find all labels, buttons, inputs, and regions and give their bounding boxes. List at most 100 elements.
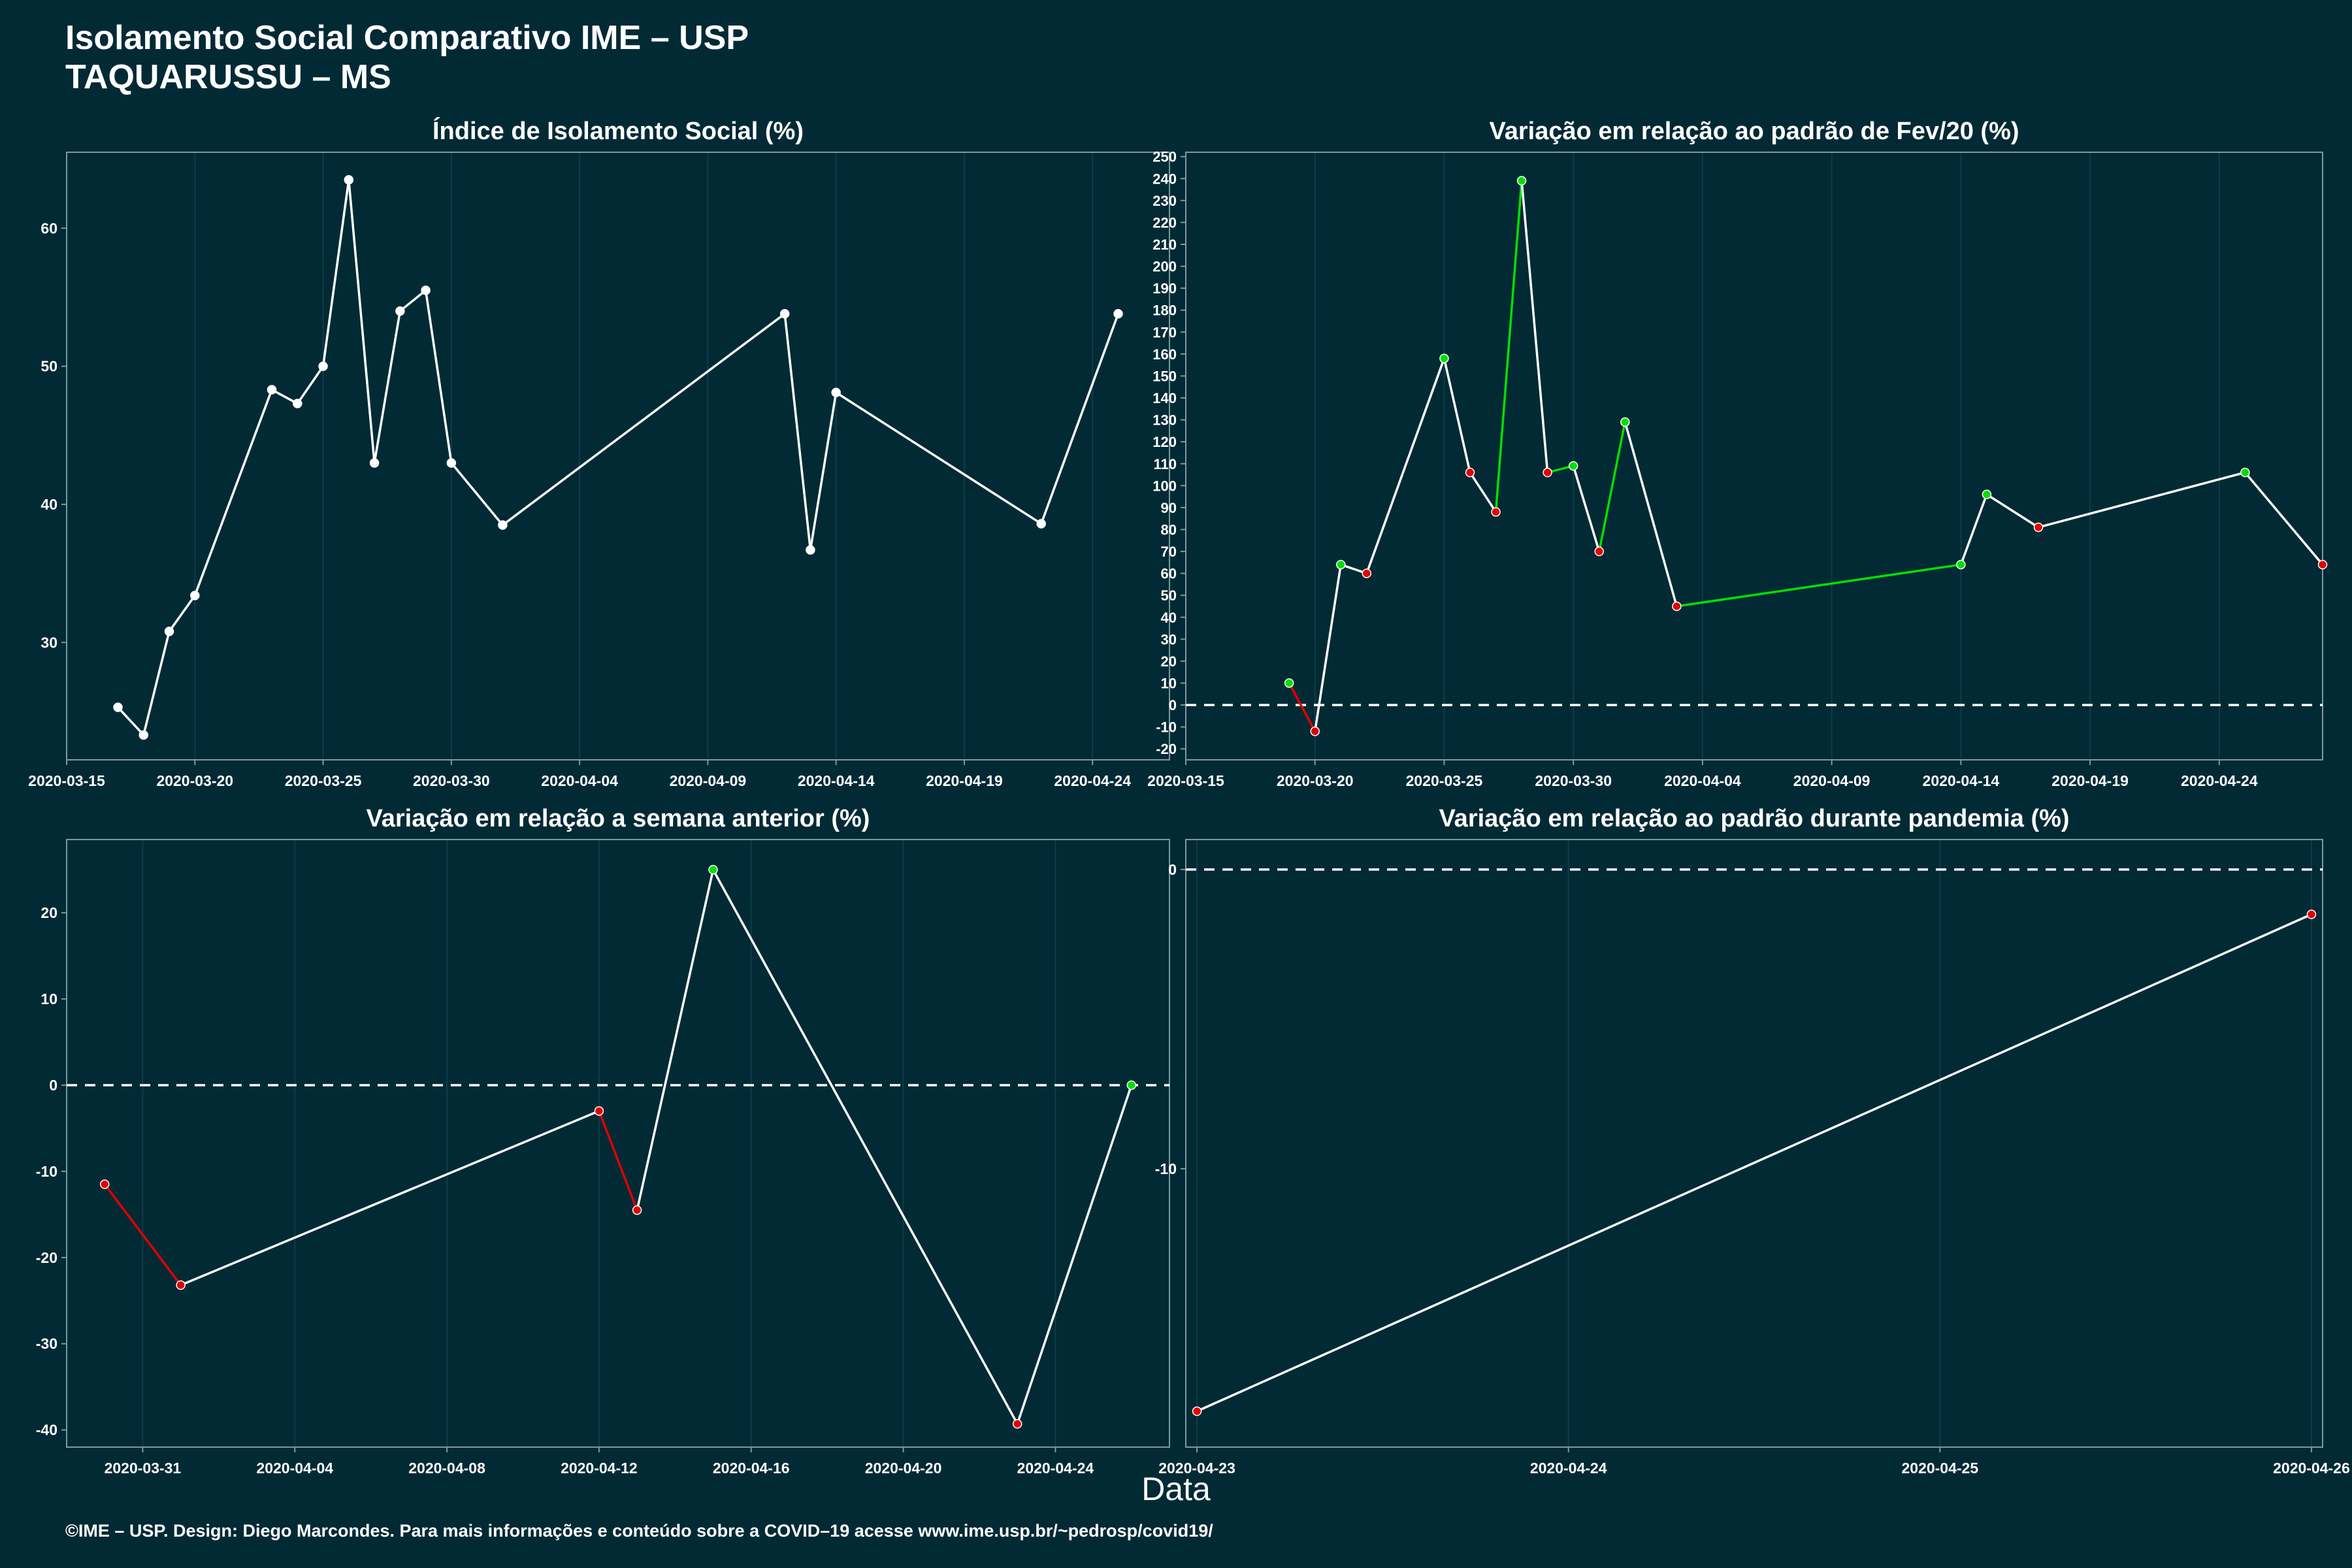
data-point <box>164 627 174 636</box>
y-tick-label: 50 <box>1161 587 1177 604</box>
y-tick-label: 120 <box>1152 434 1177 450</box>
x-tick-label: 2020-03-20 <box>156 772 233 789</box>
data-point <box>190 591 200 600</box>
series-segment <box>636 869 715 1211</box>
series-segment <box>1676 563 1961 608</box>
x-tick-label: 2020-03-15 <box>28 772 105 789</box>
series-segment <box>321 180 350 367</box>
x-tick-label: 2020-04-04 <box>1664 772 1741 789</box>
y-tick-label: 60 <box>1161 566 1177 582</box>
x-tick-label: 2020-04-14 <box>1923 772 2000 789</box>
x-tick-label: 2020-04-04 <box>256 1460 333 1477</box>
x-tick-label: 2020-04-26 <box>2273 1460 2350 1477</box>
y-tick-label: -10 <box>1155 1160 1177 1177</box>
y-tick-label: 50 <box>41 358 57 375</box>
series-segment <box>1196 913 2312 1413</box>
y-tick-label: 30 <box>1161 631 1177 647</box>
y-tick-label: 230 <box>1152 193 1177 209</box>
panel-4-frame <box>1185 839 2323 1448</box>
page-title: Isolamento Social Comparativo IME – USP <box>65 19 749 57</box>
x-tick-label: 2020-03-30 <box>1535 772 1612 789</box>
y-tick-label: -10 <box>36 1163 57 1180</box>
y-tick-label: 10 <box>1161 675 1177 691</box>
x-tick-label: 2020-04-23 <box>1158 1460 1235 1477</box>
data-point <box>594 1106 604 1116</box>
y-tick-label: 130 <box>1152 412 1177 429</box>
data-point <box>1620 417 1630 427</box>
y-tick-label: 40 <box>1161 610 1177 626</box>
panel-1-title: Índice de Isolamento Social (%) <box>433 116 804 145</box>
y-tick-label: -30 <box>36 1335 57 1352</box>
y-tick-label: 200 <box>1152 259 1177 275</box>
series-segment <box>598 1110 638 1211</box>
data-point <box>1439 353 1449 363</box>
x-tick-label: 2020-03-31 <box>105 1460 182 1477</box>
data-point <box>1012 1419 1022 1429</box>
x-tick-label: 2020-04-14 <box>798 772 875 789</box>
series-segment <box>450 462 504 526</box>
y-tick-label: 160 <box>1152 346 1177 363</box>
x-tick-label: 2020-04-24 <box>1054 772 1131 789</box>
series-segment <box>348 180 376 463</box>
x-tick-label: 2020-03-15 <box>1147 772 1224 789</box>
y-tick-label: 20 <box>1161 653 1177 670</box>
y-tick-label: 110 <box>1154 456 1177 472</box>
series-segment <box>1598 421 1626 552</box>
panel-2-frame <box>1185 152 2323 760</box>
x-tick-label: 2020-04-24 <box>1530 1460 1607 1477</box>
data-point <box>1113 309 1123 319</box>
series-segment <box>103 1183 182 1286</box>
y-tick-label: 0 <box>1169 697 1177 713</box>
data-point <box>1310 727 1320 736</box>
data-point <box>1336 559 1346 570</box>
series-segment <box>1520 180 1549 473</box>
y-tick-label: 150 <box>1152 368 1177 384</box>
series-segment <box>1365 358 1446 574</box>
data-point <box>344 175 354 185</box>
series-segment <box>1016 1085 1133 1424</box>
panel-3-frame <box>66 839 1170 1448</box>
series-segment <box>193 389 273 596</box>
series-segment <box>1624 421 1678 607</box>
data-point <box>831 387 841 398</box>
x-tick-label: 2020-03-25 <box>1406 772 1483 789</box>
data-point <box>2306 909 2317 919</box>
series-segment <box>117 706 145 736</box>
data-point <box>99 1179 110 1189</box>
x-axis-label: Data <box>1141 1471 1211 1507</box>
y-tick-label: 60 <box>41 220 57 237</box>
series-segment <box>711 869 1019 1425</box>
x-tick-label: 2020-04-09 <box>1793 772 1870 789</box>
x-tick-label: 2020-04-24 <box>2181 772 2258 789</box>
series-segment <box>1469 472 1497 513</box>
y-tick-label: 20 <box>41 904 57 921</box>
page-subtitle: TAQUARUSSU – MS <box>65 58 391 96</box>
y-tick-label: -20 <box>36 1249 57 1266</box>
data-point <box>369 458 380 468</box>
data-point <box>498 520 508 530</box>
series-segment <box>1494 180 1523 512</box>
data-point <box>1126 1080 1137 1090</box>
series-segment <box>1959 494 1988 565</box>
series-segment <box>271 389 299 405</box>
y-tick-label: 0 <box>49 1077 57 1094</box>
panel-4-title: Variação em relação ao padrão durante pa… <box>1439 805 2069 832</box>
panel-2-title: Variação em relação ao padrão de Fev/20 … <box>1489 118 2019 145</box>
y-tick-label: 220 <box>1152 214 1177 231</box>
series-segment <box>783 314 812 550</box>
data-point <box>1192 1406 1202 1416</box>
series-segment <box>1288 682 1316 732</box>
series-segment <box>399 289 427 312</box>
data-point <box>632 1205 642 1215</box>
y-tick-label: 210 <box>1152 237 1177 253</box>
y-tick-label: 240 <box>1152 171 1177 187</box>
x-tick-label: 2020-03-30 <box>413 772 490 789</box>
y-tick-label: 30 <box>41 634 57 651</box>
y-tick-label: 40 <box>41 496 57 513</box>
data-point <box>1982 489 1992 500</box>
series-segment <box>502 312 786 527</box>
data-point <box>2033 522 2044 532</box>
data-point <box>1362 568 1372 578</box>
data-point <box>421 286 431 295</box>
